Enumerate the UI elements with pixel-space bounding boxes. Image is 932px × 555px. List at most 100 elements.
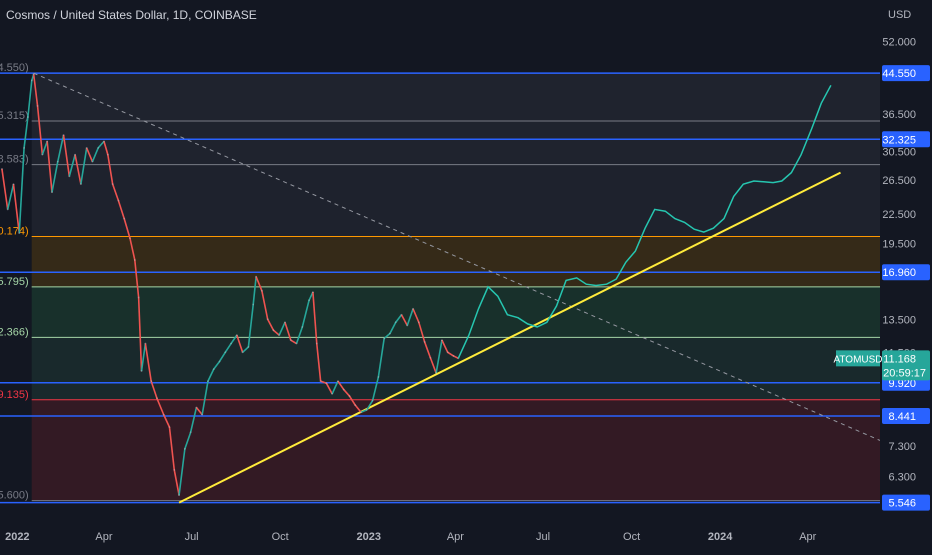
price-segment: [447, 351, 454, 357]
price-point: [27, 116, 29, 118]
price-segment: [320, 380, 327, 384]
level-badge-label-2: 16.960: [882, 267, 916, 279]
y-tick-label: 7.300: [888, 441, 916, 453]
level-badge-1[interactable]: [882, 131, 930, 148]
price-point: [183, 447, 186, 450]
fib-zone-0: [31, 73, 880, 122]
price-point: [365, 408, 368, 411]
y-tick-label: 19.500: [882, 238, 916, 250]
price-segment: [337, 380, 345, 390]
fib-zone-4: [31, 286, 880, 338]
level-badge-5[interactable]: [882, 494, 930, 511]
price-point: [284, 321, 286, 324]
price-segment: [103, 141, 109, 155]
price-point: [325, 382, 328, 385]
price-point: [241, 351, 244, 354]
price-segment: [278, 322, 286, 336]
price-point: [207, 380, 209, 383]
price-segment: [400, 314, 408, 326]
price-point: [36, 105, 39, 107]
price-segment: [247, 304, 255, 348]
price-point: [129, 237, 131, 240]
price-point: [315, 342, 318, 345]
price-point: [319, 380, 322, 383]
price-point: [354, 404, 357, 407]
price-point: [51, 191, 53, 194]
fib-zone-5: [31, 337, 880, 400]
price-segment: [85, 147, 94, 162]
series: [1, 73, 832, 497]
price-point: [331, 392, 334, 395]
price-point: [103, 140, 105, 143]
fib-labels: 1(44.550) 0.888(35.315) 0.786(28.583) 0.618…: [0, 62, 29, 501]
price-segment: [377, 338, 385, 378]
fib-zone-6: [31, 399, 880, 501]
price-segment: [429, 357, 437, 374]
price-point: [12, 183, 15, 186]
price-segment: [301, 300, 310, 328]
price-segment: [389, 321, 397, 334]
price-point: [156, 397, 158, 400]
price-point: [123, 217, 126, 220]
price-point: [429, 356, 432, 359]
price-segment: [156, 398, 165, 415]
price-segment: [36, 105, 44, 155]
symbol-badge[interactable]: [836, 350, 880, 367]
current-price-badge[interactable]: [882, 350, 930, 381]
price-segment: [150, 380, 158, 399]
price-segment: [111, 183, 120, 201]
x-tick-label: Oct: [623, 531, 640, 543]
x-tick-label: Apr: [799, 531, 816, 543]
price-point: [266, 318, 269, 321]
y-tick-label: 6.300: [888, 471, 916, 483]
price-segment: [140, 343, 147, 372]
level-badge-label-3: 9.920: [888, 378, 916, 390]
price-point: [406, 324, 409, 327]
price-segment: [418, 322, 426, 343]
price-point: [218, 360, 221, 363]
price-segment: [201, 380, 209, 415]
price-point: [106, 153, 109, 156]
price-point: [32, 73, 35, 76]
price-segment: [261, 290, 269, 320]
price-point: [308, 299, 310, 302]
level-badge-label-5: 5.546: [888, 498, 916, 510]
y-tick-label: 36.500: [882, 109, 916, 121]
price-segment: [435, 339, 443, 374]
price-segment: [162, 414, 171, 428]
y-tick-label: 22.500: [882, 209, 916, 221]
price-segment: [366, 400, 374, 411]
price-point: [30, 79, 33, 82]
level-badge-0[interactable]: [882, 65, 930, 82]
dashed-trendline[interactable]: [33, 72, 881, 441]
price-point: [377, 376, 380, 378]
price-point: [235, 334, 238, 337]
price-point: [441, 339, 443, 342]
price-segment: [107, 154, 114, 185]
price-segment: [68, 154, 76, 177]
x-tick-label: Apr: [447, 531, 464, 543]
fib-lines: [31, 72, 880, 502]
x-tick-label: Apr: [95, 531, 112, 543]
fib-label-2: 0.786(28.583): [0, 154, 29, 166]
price-segment: [74, 154, 82, 185]
x-tick-label: 2024: [708, 531, 733, 543]
support-trendline[interactable]: [178, 171, 841, 504]
level-badge-4[interactable]: [882, 408, 930, 425]
fib-zone-1: [31, 121, 880, 165]
price-segment: [272, 329, 280, 336]
projection-path[interactable]: [457, 84, 832, 359]
level-badge-label-1: 32.325: [882, 134, 916, 146]
price-segment: [207, 368, 215, 382]
price-point: [1, 167, 3, 170]
price-segment: [295, 326, 304, 344]
price-segment: [27, 80, 33, 118]
price-point: [360, 411, 362, 414]
level-badge-2[interactable]: [882, 264, 930, 281]
price-segment: [218, 351, 226, 362]
price-point: [394, 321, 397, 324]
price-point: [342, 388, 345, 391]
trendlines: [33, 72, 881, 504]
price-point: [301, 326, 304, 328]
